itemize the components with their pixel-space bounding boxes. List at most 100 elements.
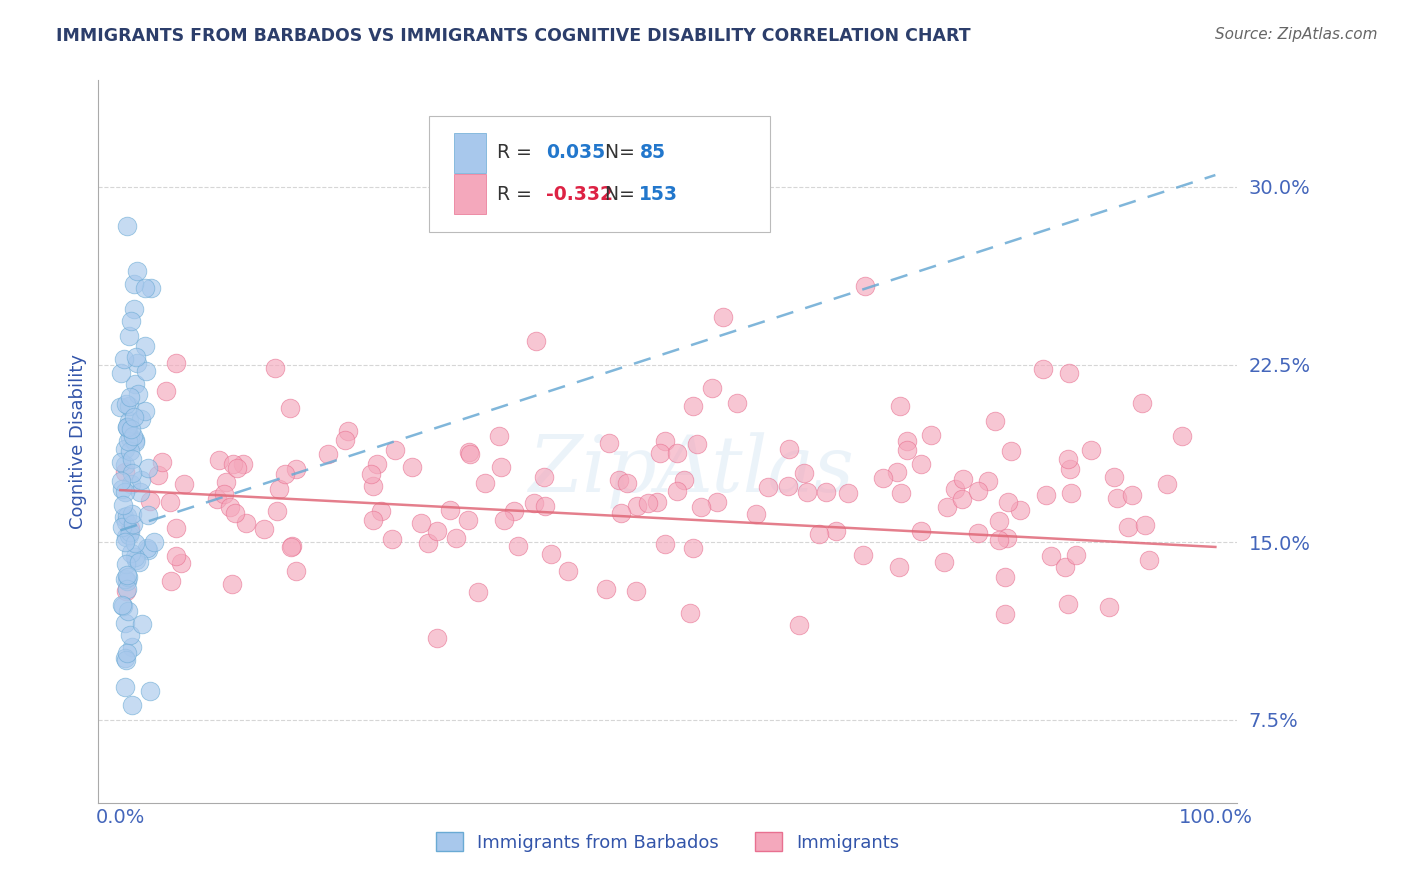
Point [121,429,143,443]
Text: -0.332: -0.332 [546,185,613,203]
Point [129,474,152,488]
Point [120,432,142,446]
Point [222,458,245,472]
Point [115,515,138,529]
Point [1170,429,1192,443]
Point [114,484,136,499]
Point [118,524,141,539]
Point [595,582,617,597]
Point [796,485,818,500]
Point [139,684,162,698]
Point [887,560,910,574]
Point [416,535,439,549]
Point [890,486,912,500]
Point [778,479,800,493]
Point [121,507,143,521]
Point [219,500,242,515]
Point [932,555,955,569]
Point [115,568,138,582]
Point [977,474,1000,488]
Point [457,445,479,459]
Point [142,535,165,549]
Point [1137,553,1160,567]
Point [134,339,156,353]
Point [110,367,132,381]
Point [221,576,243,591]
Point [458,447,481,461]
Point [1000,444,1022,458]
Point [457,513,479,527]
Point [120,390,142,404]
Text: R =: R = [498,144,538,162]
Point [952,472,974,486]
Point [1060,486,1083,500]
Point [115,653,138,667]
Point [702,381,724,395]
Text: ZipAtlas: ZipAtlas [527,433,853,508]
Point [935,500,957,515]
Point [335,433,357,447]
Point [361,513,384,527]
Point [610,506,633,520]
Point [117,574,139,589]
Point [117,569,139,583]
Point [896,434,918,448]
Point [1053,559,1076,574]
Point [284,462,307,476]
Point [987,533,1010,547]
Point [666,446,689,460]
Point [232,457,254,471]
Point [124,434,146,448]
Text: 153: 153 [640,185,678,203]
Point [124,434,146,449]
Point [114,351,136,366]
Point [266,504,288,518]
Point [665,483,688,498]
Point [131,617,153,632]
Point [114,458,136,472]
Point [114,680,136,694]
Point [1057,366,1080,380]
Point [111,520,134,534]
Point [439,503,461,517]
Point [995,531,1018,545]
Point [215,475,238,489]
Point [114,650,136,665]
Point [384,442,406,457]
Point [122,277,145,292]
Point [117,420,139,434]
Point [557,564,579,578]
Point [997,495,1019,509]
Point [837,486,859,500]
Point [360,467,382,482]
Point [138,461,160,475]
Point [125,356,148,370]
Point [160,574,183,588]
Point [122,409,145,424]
Point [122,517,145,532]
Point [125,350,148,364]
Point [853,279,876,293]
Point [114,534,136,549]
Point [411,516,433,530]
Point [682,541,704,556]
Point [165,521,187,535]
Point [224,506,246,520]
Point [489,459,512,474]
Point [1102,469,1125,483]
Point [637,496,659,510]
Point [114,442,136,456]
Point [122,301,145,316]
Point [115,420,138,434]
Point [994,607,1017,621]
Point [146,467,169,482]
Point [127,264,149,278]
Point [815,484,838,499]
FancyBboxPatch shape [454,174,485,214]
Point [654,536,676,550]
Point [124,552,146,566]
Point [165,356,187,370]
Point [988,514,1011,528]
Point [134,403,156,417]
Point [124,549,146,564]
